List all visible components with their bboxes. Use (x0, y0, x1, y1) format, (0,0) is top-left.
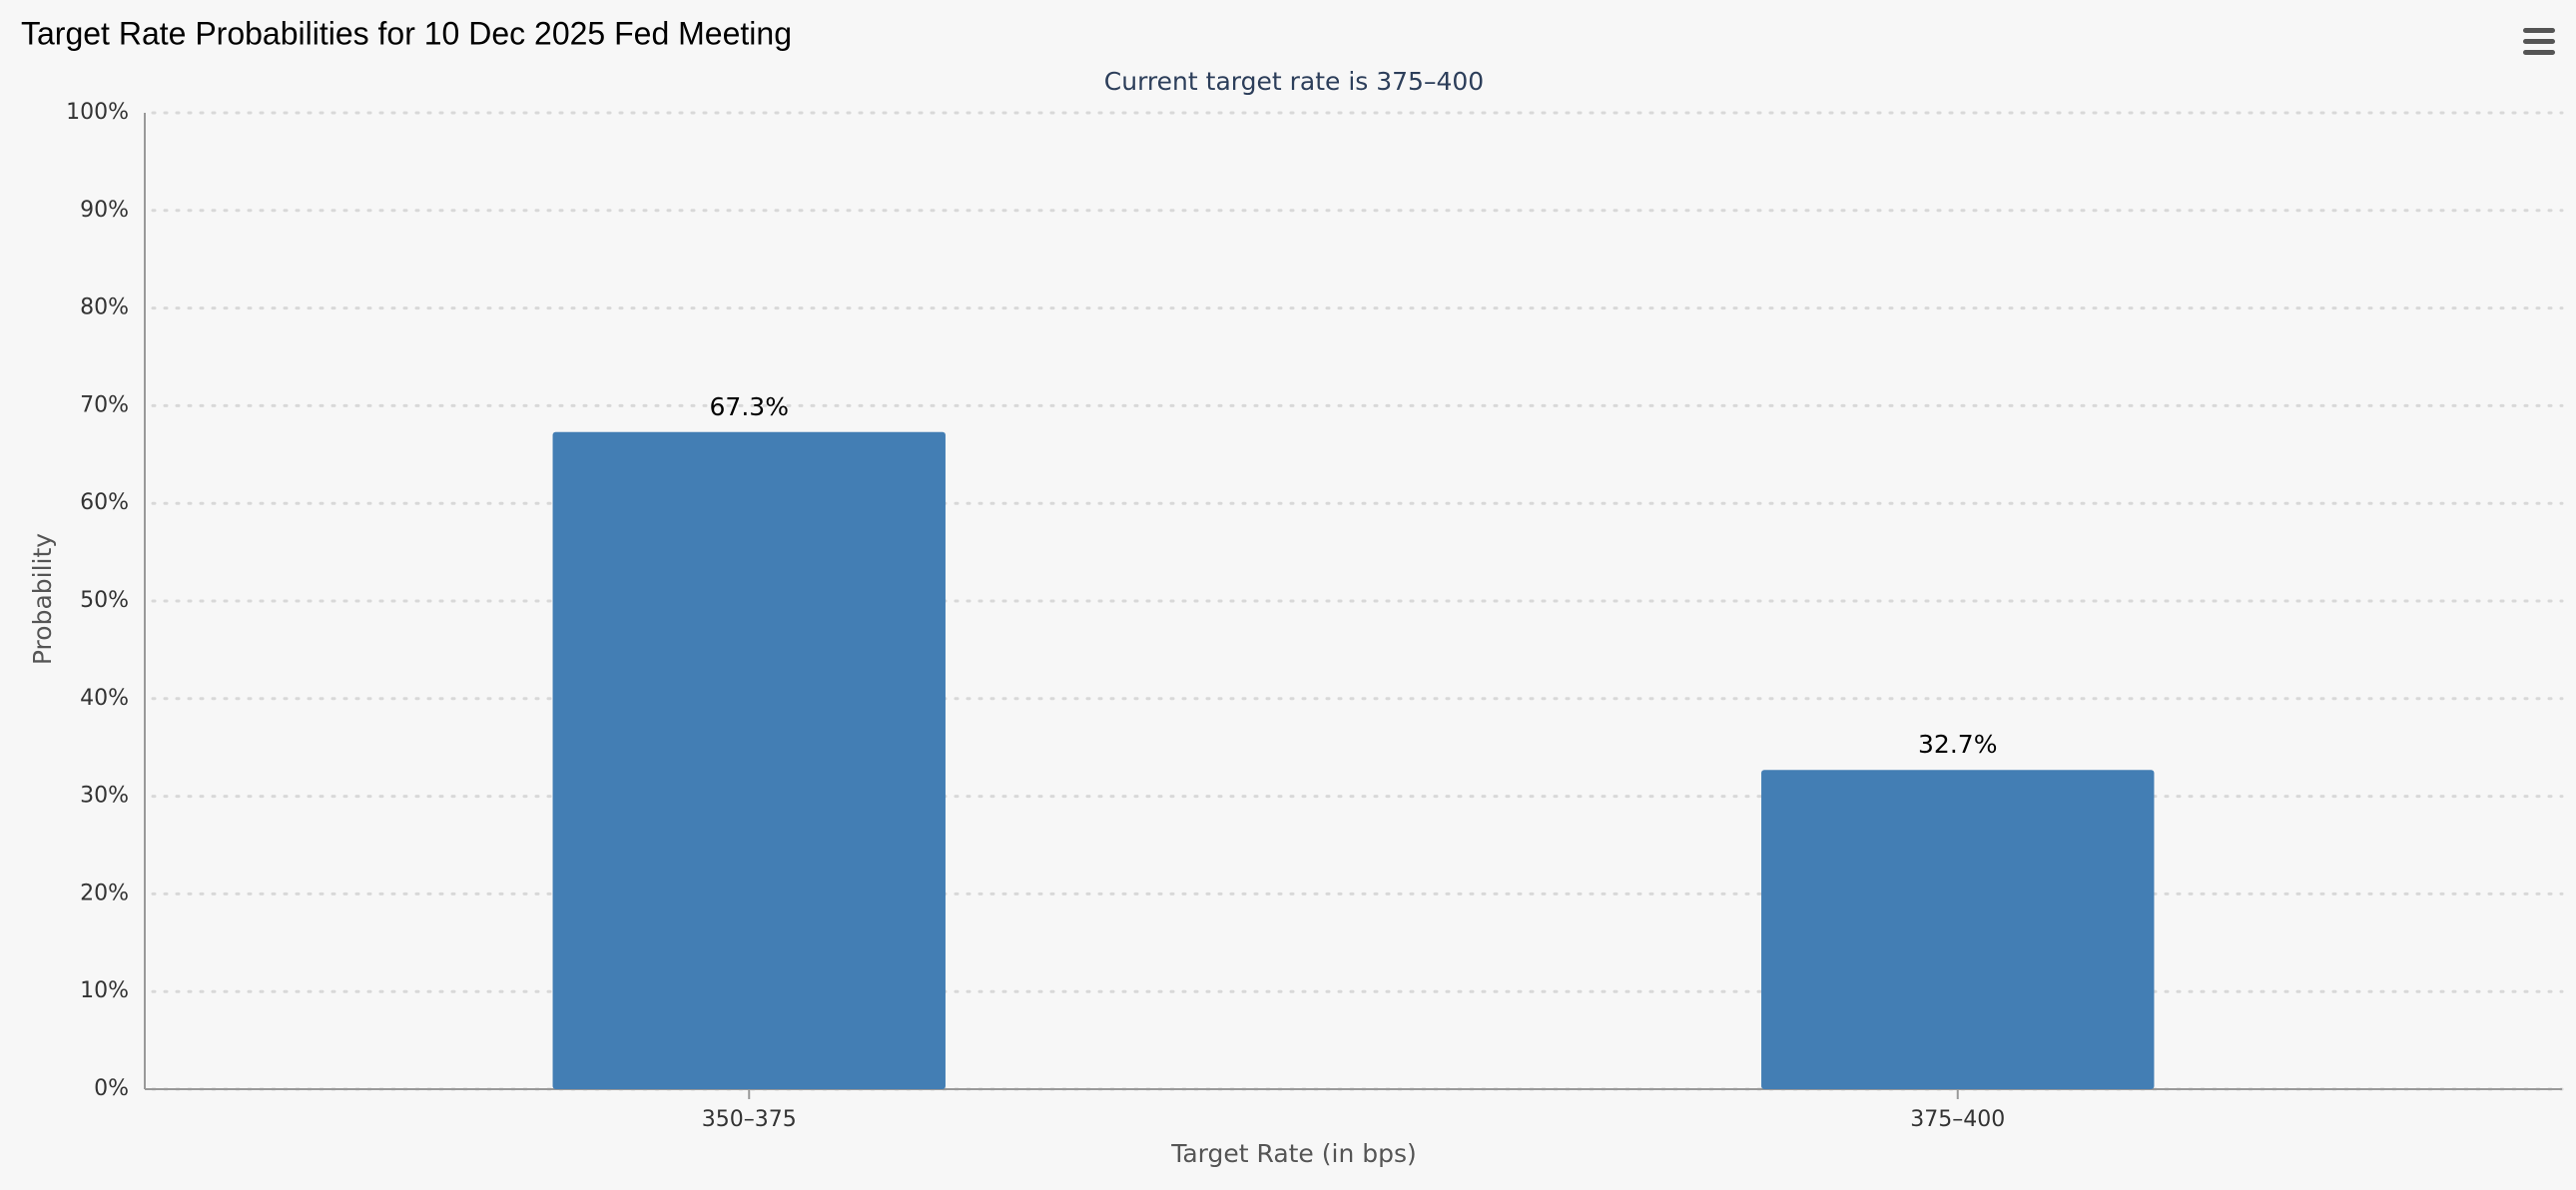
menu-button[interactable] (2523, 28, 2555, 55)
x-tick-label: 375–400 (1910, 1107, 2005, 1132)
y-tick-label: 40% (80, 686, 129, 711)
x-tick-label: 350–375 (702, 1107, 797, 1132)
y-tick-label: 60% (80, 490, 129, 515)
y-tick-label: 90% (80, 198, 129, 223)
data-label: 67.3% (710, 392, 789, 421)
menu-bar (2523, 28, 2555, 33)
y-tick-label: 0% (94, 1076, 129, 1101)
bar (1761, 770, 2155, 1089)
y-tick-label: 80% (80, 296, 129, 320)
data-label: 32.7% (1918, 730, 1997, 759)
y-axis-label: Probability (28, 533, 57, 665)
y-tick-label: 50% (80, 588, 129, 613)
y-tick-label: 10% (80, 978, 129, 1003)
menu-bar (2523, 50, 2555, 55)
bar (552, 431, 946, 1089)
menu-bar (2523, 39, 2555, 44)
x-axis-label: Target Rate (in bps) (1170, 1139, 1417, 1168)
chart-title: Target Rate Probabilities for 10 Dec 202… (21, 15, 792, 51)
chart-subtitle: Current target rate is 375–400 (1104, 67, 1484, 96)
y-tick-label: 30% (80, 784, 129, 809)
y-tick-label: 70% (80, 392, 129, 417)
y-tick-label: 100% (66, 100, 129, 125)
y-tick-label: 20% (80, 881, 129, 905)
